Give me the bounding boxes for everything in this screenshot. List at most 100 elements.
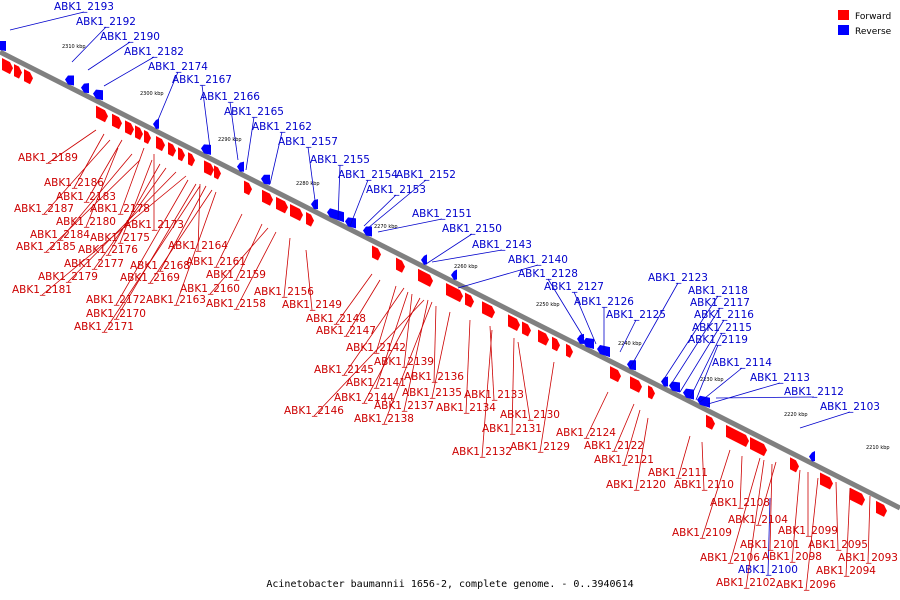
reverse-gene-label: ABK1_2113: [750, 372, 810, 384]
forward-leader-line: [745, 459, 765, 589]
forward-gene-label: ABK1_2129: [510, 441, 570, 453]
gene-reverse: [577, 333, 584, 344]
gene-forward: [552, 336, 560, 352]
reverse-leader-line: [157, 71, 179, 121]
forward-gene-label: ABK1_2168: [130, 260, 190, 272]
forward-leader-line: [85, 147, 119, 228]
reverse-leader-line: [87, 41, 131, 71]
gene-reverse: [669, 381, 680, 393]
reverse-gene-label: ABK1_2118: [688, 285, 748, 297]
gene-forward: [168, 142, 176, 157]
forward-leader-line: [623, 409, 641, 466]
forward-leader-line: [119, 159, 153, 244]
forward-gene-label: ABK1_2111: [648, 467, 708, 479]
gene-reverse: [93, 89, 103, 101]
reverse-leader-line: [661, 295, 719, 383]
label-group: ABK1_2193 ABK1_2192 ABK1_2190 ABK1_2182 ABK1…: [9, 1, 898, 591]
reverse-gene-label: ABK1_2162: [252, 121, 312, 133]
forward-leader-line: [769, 463, 773, 551]
forward-gene-label: ABK1_2135: [402, 387, 462, 399]
gene-forward: [418, 268, 433, 287]
forward-gene-label: ABK1_2160: [180, 283, 240, 295]
reverse-leader-line: [269, 131, 283, 185]
reverse-leader-line: [767, 497, 771, 576]
gene-reverse: [81, 83, 89, 94]
forward-leader-line: [343, 287, 405, 376]
tick-label: 2270 kbp: [374, 224, 398, 230]
gene-forward: [482, 301, 495, 319]
gene-forward: [538, 329, 549, 346]
forward-leader-line: [305, 249, 313, 311]
gene-reverse: [201, 144, 211, 155]
gene-forward: [396, 257, 405, 273]
forward-gene-label: ABK1_2177: [64, 258, 124, 270]
forward-leader-line: [517, 341, 531, 421]
gene-forward: [820, 472, 833, 490]
forward-leader-line: [283, 237, 291, 298]
reverse-leader-line: [707, 382, 781, 405]
gene-reverse: [697, 395, 710, 408]
forward-gene-label: ABK1_2189: [18, 152, 78, 164]
genome-backbone: [0, 49, 900, 511]
forward-leader-line: [59, 153, 133, 241]
gene-forward: [244, 180, 252, 196]
forward-gene-label: ABK1_2179: [38, 271, 98, 283]
tick-label: 2260 kbp: [454, 264, 478, 270]
forward-leader-line: [757, 461, 777, 526]
gene-forward: [262, 189, 273, 206]
gene-forward: [706, 414, 715, 430]
gene-forward: [372, 245, 381, 261]
legend-forward-swatch: [838, 10, 849, 20]
forward-gene-label: ABK1_2093: [838, 552, 898, 564]
reverse-gene-label: ABK1_2128: [518, 268, 578, 280]
forward-leader-line: [403, 299, 429, 412]
reverse-gene-label: ABK1_2115: [692, 322, 752, 334]
gene-forward: [790, 457, 799, 473]
reverse-gene-label: ABK1_2193: [54, 1, 114, 13]
gene-forward: [96, 105, 108, 123]
forward-gene-label: ABK1_2185: [16, 241, 76, 253]
forward-gene-label: ABK1_2169: [120, 272, 180, 284]
gene-forward: [214, 165, 221, 180]
reverse-leader-line: [619, 319, 637, 353]
tick-label: 2280 kbp: [296, 181, 320, 187]
forward-gene-label: ABK1_2158: [206, 298, 266, 310]
forward-gene-label: ABK1_2184: [30, 229, 90, 241]
forward-leader-line: [335, 273, 373, 325]
forward-gene-label: ABK1_2106: [700, 552, 760, 564]
forward-gene-label: ABK1_2145: [314, 364, 374, 376]
reverse-gene-label: ABK1_2116: [694, 309, 754, 321]
reverse-leader-line: [307, 146, 317, 209]
reverse-gene-label: ABK1_2140: [508, 254, 568, 266]
forward-gene-label: ABK1_2139: [374, 356, 434, 368]
reverse-gene-label: ABK1_2167: [172, 74, 232, 86]
gene-reverse: [421, 254, 427, 265]
forward-gene-label: ABK1_2176: [78, 244, 138, 256]
gene-forward: [750, 437, 767, 457]
forward-gene-label: ABK1_2142: [346, 342, 406, 354]
forward-gene-label: ABK1_2121: [594, 454, 654, 466]
reverse-leader-line: [245, 116, 255, 171]
forward-gene-label: ABK1_2186: [44, 177, 104, 189]
gene-group: [0, 41, 887, 517]
forward-leader-line: [235, 223, 263, 281]
forward-gene-label: ABK1_2110: [674, 479, 734, 491]
forward-leader-line: [313, 299, 425, 417]
gene-reverse: [683, 388, 694, 400]
forward-leader-line: [489, 325, 495, 401]
legend-forward-label: Forward: [855, 12, 891, 22]
reverse-gene-label: ABK1_2166: [200, 91, 260, 103]
forward-gene-label: ABK1_2175: [90, 232, 150, 244]
reverse-leader-line: [363, 194, 397, 227]
forward-gene-label: ABK1_2180: [56, 216, 116, 228]
forward-leader-line: [45, 159, 141, 253]
forward-leader-line: [119, 147, 145, 215]
gene-forward: [24, 69, 33, 85]
reverse-leader-line: [229, 101, 239, 161]
gene-reverse: [583, 337, 594, 349]
reverse-leader-line: [425, 233, 473, 265]
reverse-leader-line: [799, 411, 851, 429]
genome-caption: Acinetobacter baumannii 1656-2, complete…: [266, 579, 633, 590]
tick-label: 2290 kbp: [218, 137, 242, 143]
